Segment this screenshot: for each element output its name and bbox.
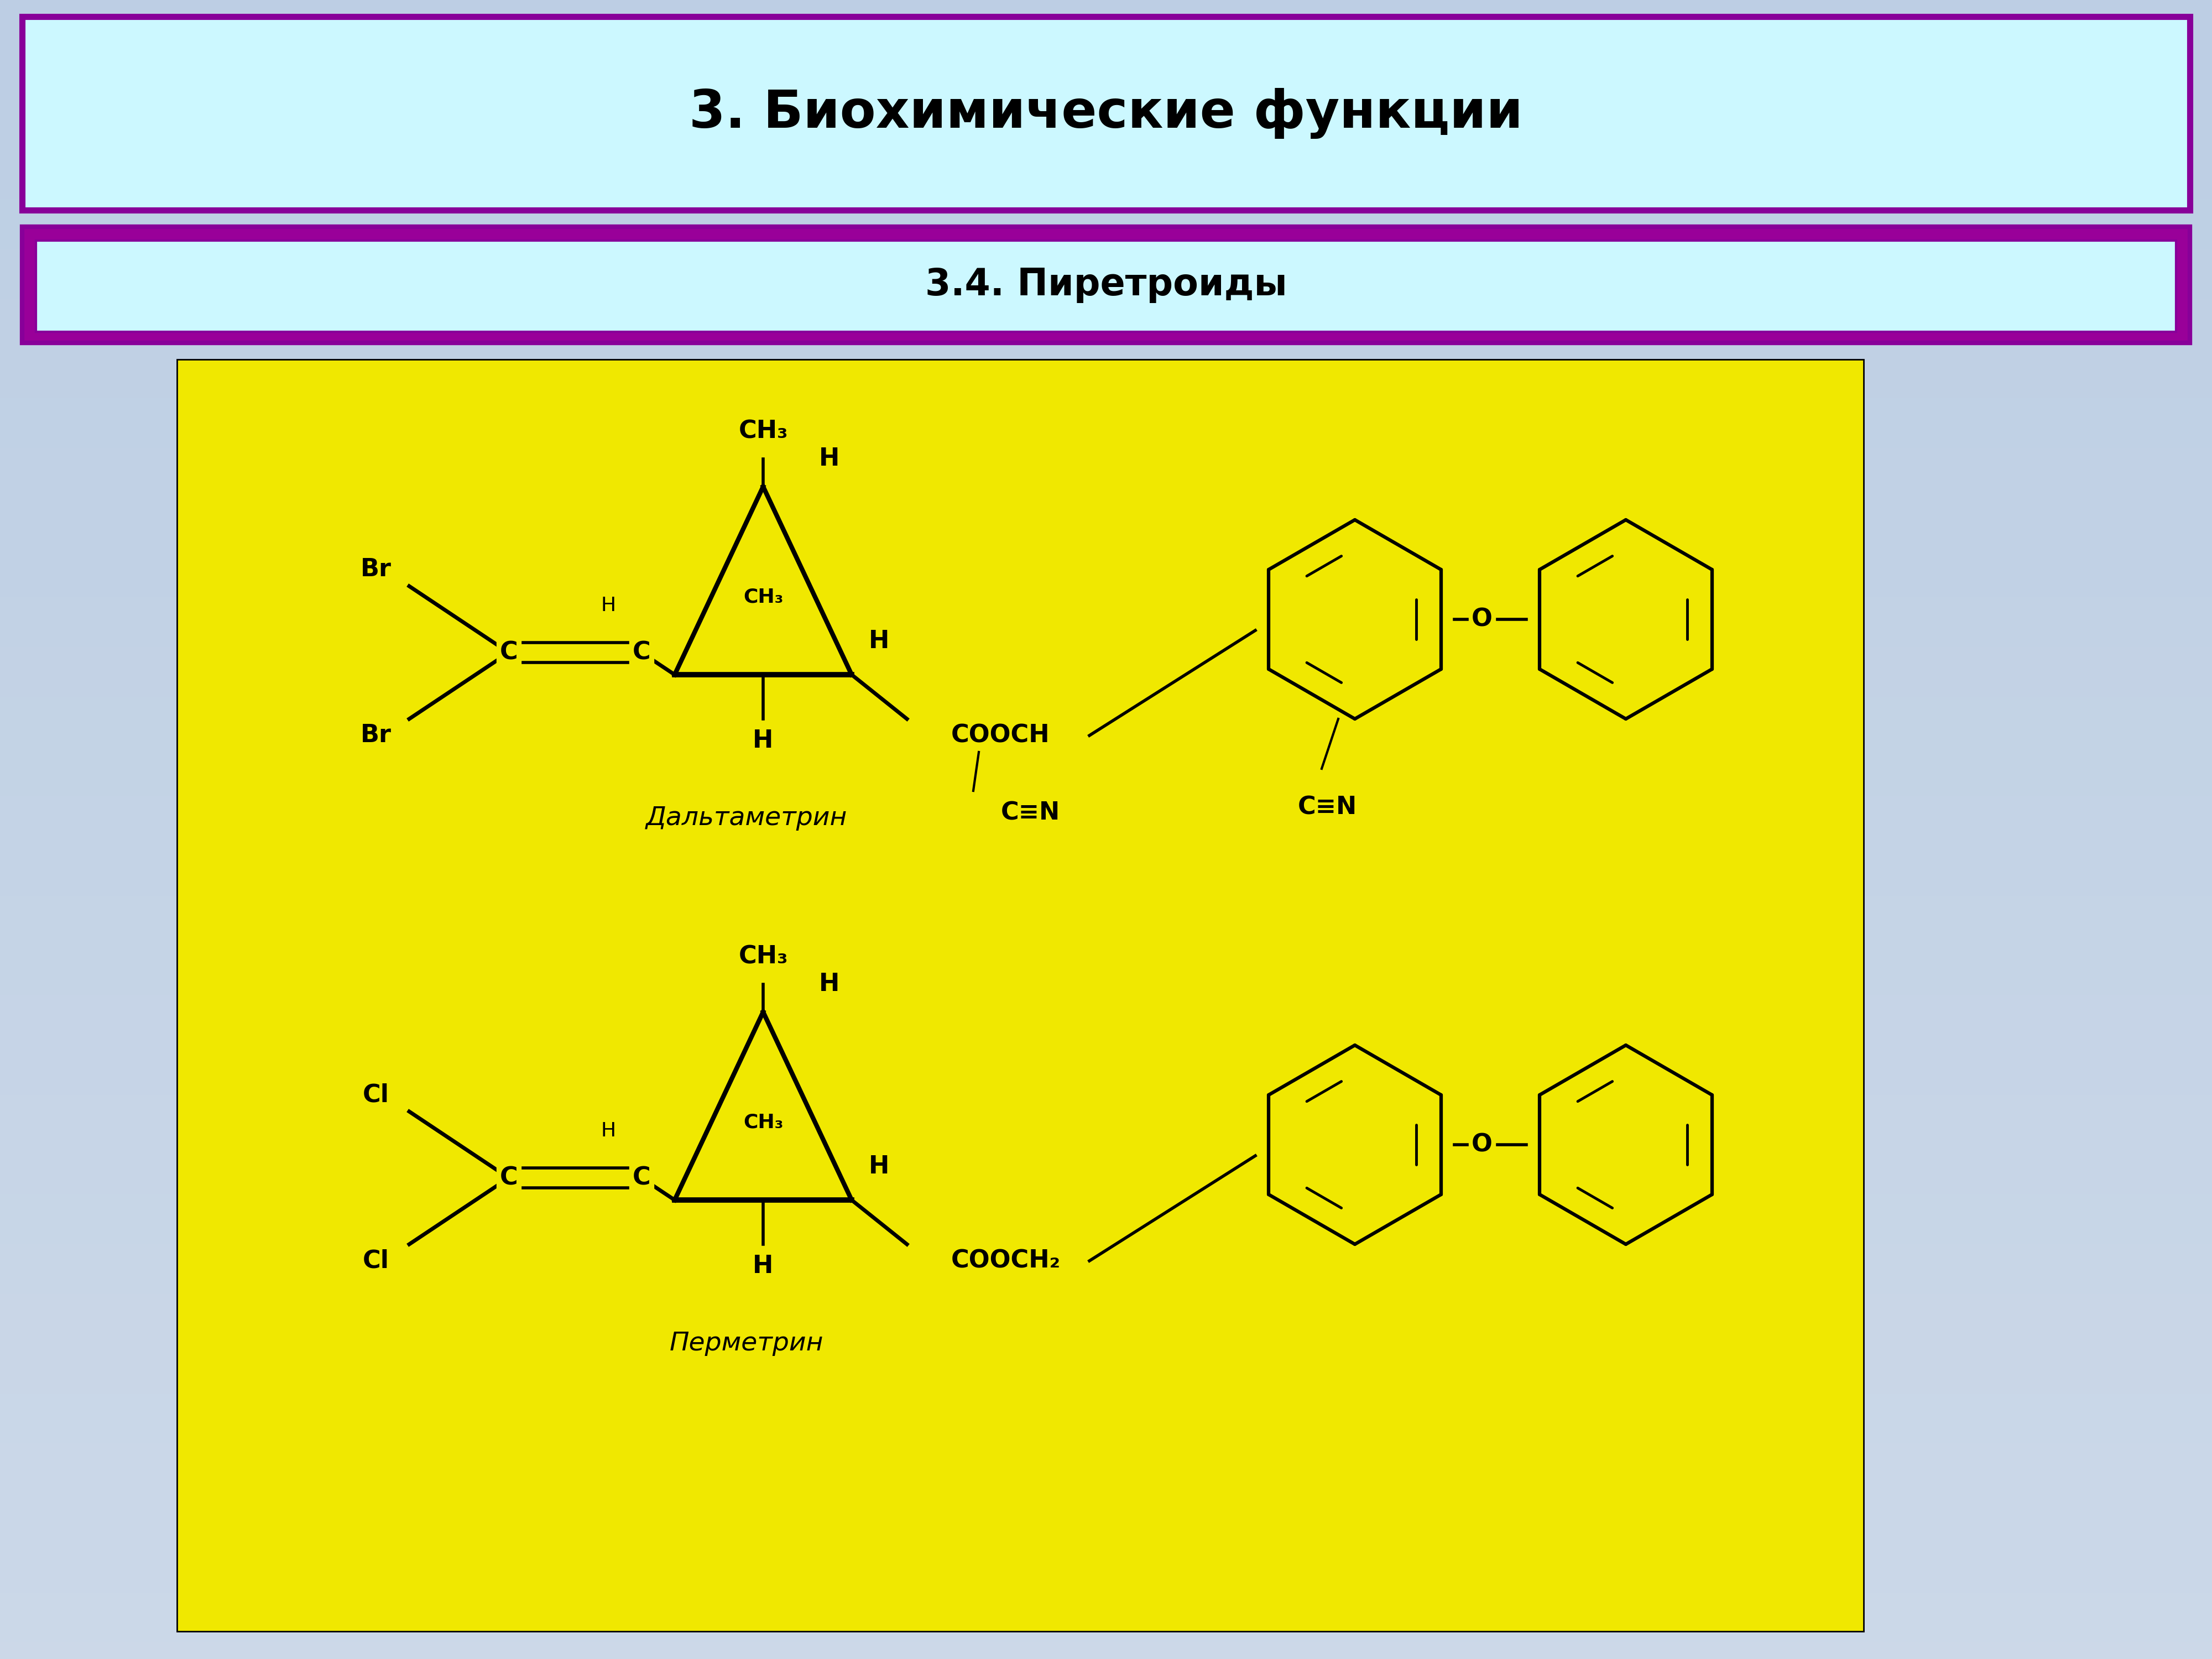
Text: Дальтаметрин: Дальтаметрин: [646, 806, 847, 831]
FancyBboxPatch shape: [35, 241, 2177, 332]
Text: H: H: [752, 728, 774, 753]
FancyBboxPatch shape: [22, 227, 2190, 343]
Text: H: H: [818, 972, 841, 995]
FancyBboxPatch shape: [22, 17, 2190, 211]
Text: O: O: [1471, 1133, 1493, 1156]
Text: H: H: [869, 1155, 889, 1178]
Text: COOCH₂: COOCH₂: [951, 1249, 1062, 1272]
Text: C: C: [633, 1166, 650, 1190]
Text: C: C: [500, 640, 518, 664]
Text: COOCH: COOCH: [951, 723, 1051, 747]
Text: H: H: [752, 1254, 774, 1277]
Text: 3. Биохимические функции: 3. Биохимические функции: [690, 88, 1522, 139]
Text: C: C: [633, 640, 650, 664]
Text: H: H: [869, 629, 889, 654]
Text: H: H: [602, 1121, 615, 1140]
Text: CH₃: CH₃: [739, 420, 787, 443]
Text: 3.4. Пиретроиды: 3.4. Пиретроиды: [925, 267, 1287, 304]
Text: Cl: Cl: [363, 1249, 389, 1272]
Text: C≡N: C≡N: [1298, 796, 1356, 820]
Text: O: O: [1471, 607, 1493, 632]
Text: C: C: [500, 1166, 518, 1190]
Text: Cl: Cl: [363, 1083, 389, 1107]
Text: CH₃: CH₃: [739, 946, 787, 969]
Text: Br: Br: [361, 557, 392, 582]
Text: H: H: [602, 596, 615, 615]
Text: CH₃: CH₃: [743, 587, 783, 607]
Text: H: H: [818, 448, 841, 471]
Text: Перметрин: Перметрин: [670, 1331, 823, 1357]
Text: Br: Br: [361, 723, 392, 747]
Text: CH₃: CH₃: [743, 1113, 783, 1131]
Text: C≡N: C≡N: [1000, 801, 1060, 825]
FancyBboxPatch shape: [177, 360, 1865, 1631]
